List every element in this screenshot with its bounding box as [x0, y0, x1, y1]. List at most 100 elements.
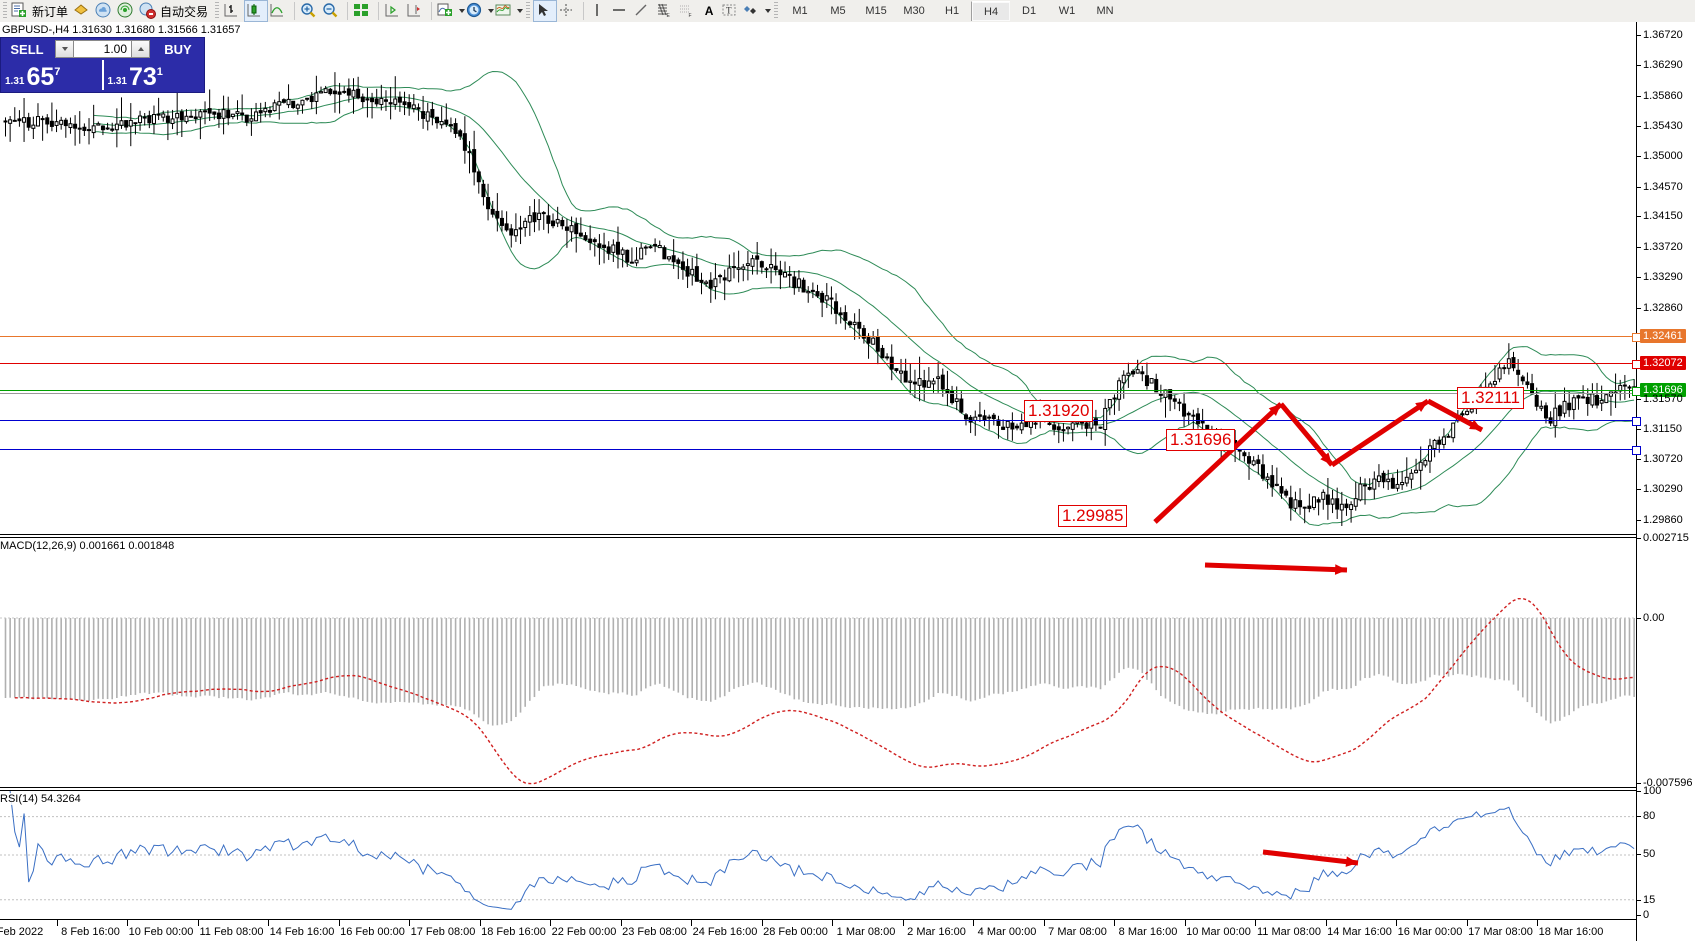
time-tick-label: 4 Mar 00:00 — [977, 926, 1037, 938]
crosshair-icon[interactable] — [557, 1, 579, 21]
hline-icon[interactable] — [610, 1, 632, 21]
toolbar-grip-4[interactable] — [774, 2, 779, 20]
level-handle[interactable] — [1632, 417, 1641, 427]
one-click-trading-panel[interactable]: SELL 1.00 BUY 1.31 65 7 1.31 73 1 — [0, 37, 205, 93]
volume-decrease-button[interactable] — [55, 40, 74, 58]
indicators-dropdown-caret[interactable] — [459, 9, 466, 13]
price-tick — [1637, 489, 1641, 491]
candle-body — [1627, 386, 1632, 389]
candle-chart-icon[interactable] — [244, 0, 269, 22]
text-icon[interactable]: A — [704, 4, 714, 18]
bar-chart-icon[interactable] — [222, 1, 244, 21]
channel-icon[interactable]: F — [676, 1, 698, 21]
buy-button[interactable]: BUY — [164, 41, 192, 57]
new-order-label[interactable]: 新订单 — [32, 4, 69, 19]
signals-icon[interactable] — [116, 1, 138, 21]
time-axis[interactable]: Feb 2022 8 Feb 16:00 10 Feb 00:00 11 Feb 08… — [0, 919, 1636, 942]
price-tick-label: 1.30290 — [1643, 483, 1683, 496]
rsi-pane[interactable] — [0, 791, 1695, 919]
price-pane[interactable] — [0, 22, 1695, 534]
autoscroll-icon[interactable] — [405, 1, 427, 21]
timeframe-d1[interactable]: D1 — [1022, 5, 1037, 17]
price-annotation[interactable]: 1.29985 — [1058, 505, 1128, 527]
template-icon[interactable] — [72, 1, 94, 21]
period-icon[interactable] — [465, 1, 487, 21]
indicators-icon[interactable] — [436, 1, 458, 21]
rsi-tick-label: 15 — [1643, 894, 1656, 906]
candle-body — [1511, 357, 1516, 369]
templates-dropdown-caret[interactable] — [517, 9, 524, 13]
shift-icon[interactable] — [383, 1, 405, 21]
price-axis[interactable]: 1.36720 1.36290 1.35860 1.35430 1.35000 1.345… — [1636, 22, 1695, 941]
level-line-1-32461[interactable] — [0, 335, 1636, 337]
time-tick — [268, 920, 269, 926]
candle-body — [1274, 483, 1279, 486]
level-handle[interactable] — [1632, 387, 1641, 397]
toolbar-grip-2[interactable] — [215, 2, 220, 20]
timeframe-m5[interactable]: M5 — [830, 5, 846, 17]
price-tag-1-32461[interactable]: 1.32461 — [1640, 328, 1686, 343]
level-line-1-32072[interactable] — [0, 363, 1636, 365]
vline-icon[interactable] — [588, 1, 610, 21]
level-handle[interactable] — [1632, 332, 1641, 342]
timeframe-h1[interactable]: H1 — [945, 5, 960, 17]
new-order-icon[interactable] — [10, 1, 32, 21]
price-tag-1-31696[interactable]: 1.31696 — [1640, 383, 1686, 398]
autotrading-label[interactable]: 自动交易 — [160, 4, 209, 19]
price-tag-1-32072[interactable]: 1.32072 — [1640, 356, 1686, 371]
volume-stepper[interactable]: 1.00 — [55, 40, 150, 58]
candle-body — [1395, 483, 1400, 489]
sell-button[interactable]: SELL — [10, 41, 44, 57]
candle-body — [713, 278, 718, 288]
level-line-1-31696[interactable] — [0, 390, 1636, 392]
zoom-out-icon[interactable] — [321, 1, 343, 21]
toolbar-grip[interactable] — [3, 2, 7, 20]
macd-label: MACD(12,26,9) 0.001661 0.001848 — [0, 540, 175, 552]
candle-body — [235, 111, 240, 115]
price-annotation[interactable]: 1.32111 — [1457, 387, 1524, 409]
level-line-1-31268[interactable] — [0, 420, 1636, 422]
timeframe-m30[interactable]: M30 — [903, 5, 925, 17]
macd-pane[interactable] — [0, 538, 1695, 787]
price-annotation[interactable]: 1.31696 — [1166, 429, 1236, 451]
level-line-1-30867[interactable] — [0, 448, 1636, 450]
rsi-tick — [1637, 816, 1641, 817]
volume-input[interactable]: 1.00 — [74, 40, 131, 58]
label-icon[interactable]: T — [720, 1, 742, 21]
timeframe-w1[interactable]: W1 — [1058, 5, 1076, 17]
objects-dropdown-caret[interactable] — [765, 9, 772, 13]
fibo-icon[interactable]: E — [654, 1, 676, 21]
grid-icon[interactable] — [352, 1, 374, 21]
price-annotation[interactable]: 1.31920 — [1024, 400, 1094, 422]
candle-body — [203, 110, 208, 113]
candle-body — [1103, 407, 1108, 431]
toolbar-divider-1 — [294, 2, 296, 20]
volume-increase-button[interactable] — [131, 40, 150, 58]
candle-body — [1372, 478, 1377, 490]
zoom-in-icon[interactable] — [299, 1, 321, 21]
candle-body — [295, 104, 300, 109]
line-chart-icon[interactable] — [268, 1, 290, 21]
price-tick — [1637, 277, 1641, 279]
level-handle[interactable] — [1632, 360, 1641, 370]
timeframe-mn[interactable]: MN — [1096, 5, 1114, 17]
timeframe-m1[interactable]: M1 — [792, 5, 808, 17]
toolbar-grip-3[interactable] — [526, 2, 531, 20]
timeframe-h4[interactable]: H4 — [971, 1, 1011, 21]
candle-body — [908, 380, 913, 383]
chart-window[interactable]: GBPUSD-,H4 1.31630 1.31680 1.31566 1.316… — [0, 22, 1695, 942]
autotrading-icon[interactable] — [138, 1, 160, 21]
cloud-icon[interactable] — [94, 1, 116, 21]
templates-icon[interactable] — [494, 1, 516, 21]
candle-body — [1330, 498, 1335, 505]
objects-icon[interactable] — [742, 1, 764, 21]
period-dropdown-caret[interactable] — [488, 9, 495, 13]
cursor-icon[interactable] — [533, 0, 558, 22]
trendline-icon[interactable] — [632, 1, 654, 21]
candle-body — [73, 123, 78, 129]
buy-price[interactable]: 1.31 73 1 — [104, 60, 205, 90]
level-handle[interactable] — [1632, 445, 1641, 455]
sell-price[interactable]: 1.31 65 7 — [1, 60, 102, 90]
timeframe-m15[interactable]: M15 — [865, 5, 887, 17]
candle-body — [1251, 460, 1256, 466]
